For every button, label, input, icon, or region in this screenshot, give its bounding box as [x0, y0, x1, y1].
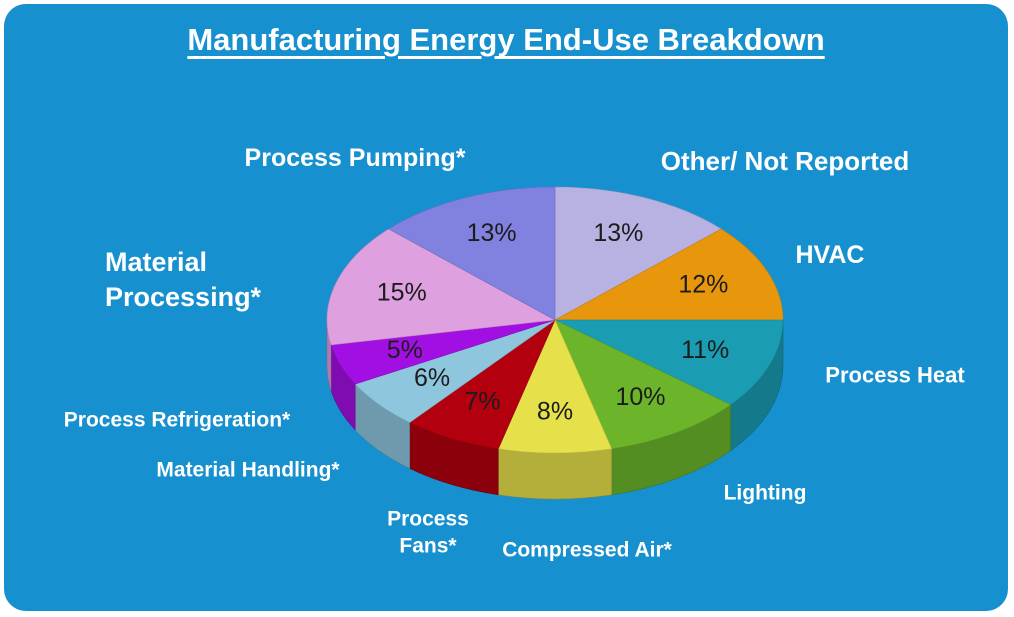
value-label: 12%: [678, 270, 728, 298]
category-label: Process Heat: [825, 362, 965, 388]
value-label: 13%: [467, 219, 517, 247]
pie-slice-side: [498, 448, 612, 500]
category-label: Material Handling*: [156, 458, 340, 482]
value-label: 13%: [593, 219, 643, 247]
category-label: HVAC: [795, 240, 865, 269]
value-label: 7%: [464, 388, 500, 416]
category-label: Other/ Not Reported: [660, 146, 910, 177]
pie-slice: [554, 319, 732, 450]
pie-tops: 13% 12% 11% 10% 8% 7% 6%5% 15% 13%: [326, 186, 784, 454]
category-label: Process Refrigeration*: [63, 408, 291, 432]
pie-slice: [388, 186, 556, 321]
category-label: Process Fans*: [387, 507, 469, 558]
pie-slice: [326, 228, 556, 346]
category-label: Compressed Air*: [502, 538, 672, 562]
category-label: Process Pumping*: [244, 143, 466, 172]
value-label: 8%: [537, 398, 573, 426]
category-label: Lighting: [723, 481, 807, 505]
value-label: 15%: [377, 279, 427, 307]
pie-slice: [554, 186, 722, 321]
category-label: Material Processing*: [105, 246, 262, 312]
value-label: 11%: [681, 336, 729, 364]
pie-chart: 13% 12% 11% 10% 8% 7% 6%5% 15% 13%: [326, 186, 784, 500]
pie-slice: [497, 319, 613, 454]
pie-slice: [554, 228, 784, 321]
value-label: 5%: [387, 336, 423, 364]
value-label: 6%: [414, 364, 450, 392]
chart-title: Manufacturing Energy End-Use Breakdown: [187, 22, 825, 57]
pie-sides: [326, 319, 784, 500]
value-label: 10%: [615, 383, 665, 411]
chart-frame: Manufacturing Energy End-Use Breakdown 1…: [4, 4, 1008, 611]
pie-slice: [554, 319, 784, 406]
